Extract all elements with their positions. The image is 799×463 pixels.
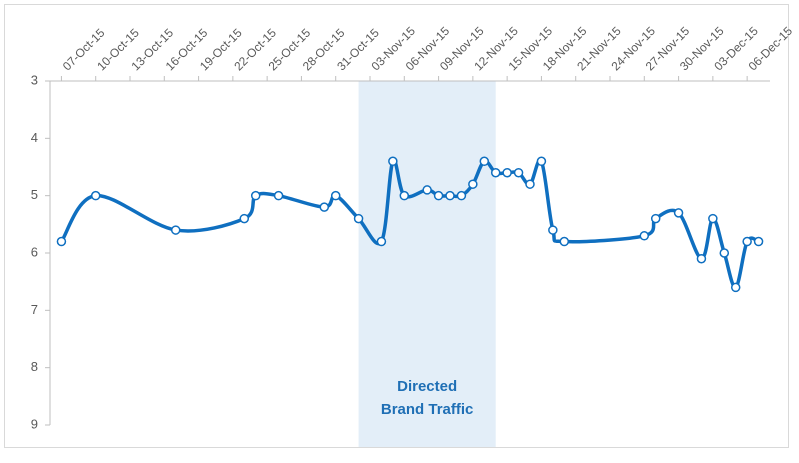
data-point	[433, 190, 444, 201]
data-point	[708, 213, 718, 224]
data-point	[650, 213, 661, 224]
data-point	[388, 156, 398, 167]
data-point	[559, 236, 570, 247]
data-line	[59, 158, 760, 290]
data-point	[639, 231, 650, 241]
data-point	[56, 236, 67, 247]
data-point	[513, 167, 524, 178]
y-tick-label: 3	[31, 72, 38, 87]
data-point	[696, 253, 707, 264]
data-point	[719, 248, 730, 258]
data-point	[536, 156, 547, 167]
data-point	[730, 282, 741, 293]
data-point	[90, 190, 101, 201]
data-point	[273, 190, 284, 201]
data-point	[319, 202, 330, 212]
highlight-band	[358, 81, 496, 447]
data-point	[376, 236, 387, 247]
data-point	[673, 208, 684, 218]
y-tick-label: 5	[31, 187, 38, 202]
y-tick-label: 7	[31, 302, 38, 317]
data-point	[479, 156, 490, 167]
data-point	[330, 190, 341, 201]
y-tick-label: 4	[31, 130, 38, 145]
data-point	[548, 225, 558, 235]
data-point	[468, 179, 478, 189]
data-point	[525, 179, 535, 189]
y-tick-label: 8	[31, 359, 38, 374]
y-tick-label: 9	[31, 416, 38, 431]
data-point	[239, 213, 250, 224]
data-point	[502, 167, 512, 178]
annotation-text: Directed	[397, 378, 457, 395]
annotation-text: Brand Traffic	[381, 401, 474, 418]
data-point	[170, 225, 181, 235]
data-point	[742, 236, 752, 247]
y-tick-label: 6	[31, 244, 38, 259]
data-point	[250, 190, 261, 201]
data-point	[445, 190, 455, 201]
data-point	[753, 236, 764, 247]
data-point	[490, 167, 501, 178]
data-point	[353, 213, 364, 224]
data-point	[399, 190, 410, 201]
data-point	[422, 185, 432, 195]
data-point	[456, 190, 467, 201]
